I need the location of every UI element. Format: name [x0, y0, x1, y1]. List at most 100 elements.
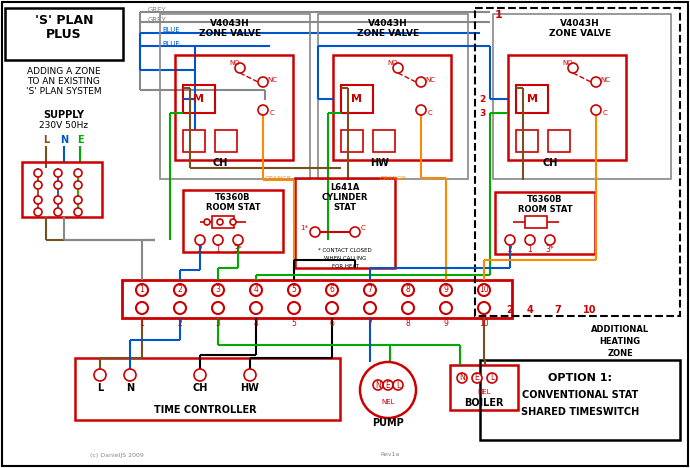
Circle shape — [545, 235, 555, 245]
Circle shape — [288, 302, 300, 314]
Circle shape — [74, 181, 82, 189]
Text: 7: 7 — [368, 319, 373, 328]
Text: WHEN CALLING: WHEN CALLING — [324, 256, 366, 261]
Bar — [22, 162, 102, 217]
Circle shape — [288, 284, 300, 296]
Circle shape — [195, 235, 205, 245]
Circle shape — [124, 369, 136, 381]
Text: * CONTACT CLOSED: * CONTACT CLOSED — [318, 248, 372, 253]
Circle shape — [326, 284, 338, 296]
Text: BLUE: BLUE — [162, 27, 180, 33]
Text: NO: NO — [388, 60, 398, 66]
Text: CH: CH — [193, 383, 208, 393]
Circle shape — [568, 63, 578, 73]
Circle shape — [34, 196, 42, 204]
Bar — [175, 55, 293, 160]
Text: 9: 9 — [444, 285, 448, 294]
Circle shape — [212, 302, 224, 314]
Circle shape — [230, 219, 236, 225]
Text: 7: 7 — [555, 305, 562, 315]
Bar — [341, 130, 363, 152]
Circle shape — [136, 302, 148, 314]
Text: NEL: NEL — [477, 389, 491, 395]
Circle shape — [54, 181, 62, 189]
Circle shape — [244, 369, 256, 381]
Circle shape — [136, 284, 148, 296]
Text: 6: 6 — [330, 285, 335, 294]
Bar — [516, 85, 548, 113]
Circle shape — [457, 373, 467, 383]
Bar — [318, 14, 468, 179]
Circle shape — [310, 227, 320, 237]
Text: 8: 8 — [406, 319, 411, 328]
Text: PUMP: PUMP — [372, 418, 404, 428]
Text: Rev1a: Rev1a — [380, 453, 400, 458]
Circle shape — [54, 208, 62, 216]
Text: M: M — [526, 94, 538, 104]
Text: 3*: 3* — [234, 244, 242, 254]
Bar — [160, 14, 310, 179]
Text: N: N — [375, 380, 381, 389]
Text: 3: 3 — [479, 109, 485, 117]
Circle shape — [364, 302, 376, 314]
Text: 9: 9 — [444, 319, 448, 328]
Circle shape — [326, 302, 338, 314]
Bar — [495, 192, 595, 254]
Circle shape — [402, 302, 414, 314]
Text: L641A: L641A — [331, 183, 359, 192]
Text: 2: 2 — [479, 95, 485, 103]
Text: GREY: GREY — [148, 17, 167, 23]
Circle shape — [402, 284, 414, 296]
Text: 2: 2 — [177, 285, 182, 294]
Text: 2: 2 — [197, 244, 202, 254]
Text: 10: 10 — [479, 285, 489, 294]
Text: CH: CH — [213, 158, 228, 168]
Text: 230V 50Hz: 230V 50Hz — [39, 122, 88, 131]
Text: 3*: 3* — [546, 246, 554, 255]
Circle shape — [174, 284, 186, 296]
Circle shape — [194, 369, 206, 381]
Circle shape — [350, 227, 360, 237]
Bar — [480, 360, 680, 440]
Bar — [450, 365, 518, 410]
Text: L: L — [396, 380, 400, 389]
Text: NEL: NEL — [382, 399, 395, 405]
Circle shape — [525, 235, 535, 245]
Text: ROOM STAT: ROOM STAT — [206, 204, 260, 212]
Circle shape — [204, 219, 210, 225]
Bar — [475, 8, 680, 316]
Text: TIME CONTROLLER: TIME CONTROLLER — [154, 405, 256, 415]
Circle shape — [478, 284, 490, 296]
Circle shape — [34, 181, 42, 189]
Circle shape — [440, 284, 452, 296]
Text: 4: 4 — [253, 285, 259, 294]
Circle shape — [258, 77, 268, 87]
Bar — [493, 14, 671, 179]
Text: M: M — [351, 94, 362, 104]
Text: 10: 10 — [583, 305, 597, 315]
Text: GREY: GREY — [148, 7, 167, 13]
Text: L: L — [490, 373, 494, 382]
Bar — [525, 216, 547, 228]
Circle shape — [393, 63, 403, 73]
Circle shape — [250, 302, 262, 314]
Text: 'S' PLAN: 'S' PLAN — [34, 14, 93, 27]
Text: TO AN EXISTING: TO AN EXISTING — [28, 78, 101, 87]
Circle shape — [440, 302, 452, 314]
Text: CH: CH — [542, 158, 558, 168]
Text: C: C — [602, 110, 607, 116]
Text: SHARED TIMESWITCH: SHARED TIMESWITCH — [521, 407, 639, 417]
Circle shape — [472, 373, 482, 383]
Text: V4043H: V4043H — [560, 20, 600, 29]
Text: 1: 1 — [215, 244, 220, 254]
Bar — [215, 130, 237, 152]
Bar — [508, 55, 626, 160]
Circle shape — [74, 196, 82, 204]
Circle shape — [416, 77, 426, 87]
Text: 1: 1 — [495, 10, 503, 20]
Text: L: L — [97, 383, 103, 393]
Text: 1*: 1* — [300, 225, 308, 231]
Bar — [183, 130, 205, 152]
Circle shape — [54, 169, 62, 177]
Text: E: E — [77, 135, 83, 145]
